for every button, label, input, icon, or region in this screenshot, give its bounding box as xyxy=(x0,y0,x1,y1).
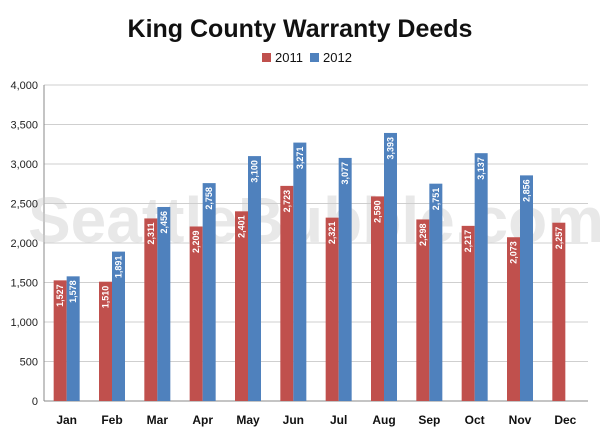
y-axis: 0 500 1,000 1,500 2,000 2,500 3,000 3,500 4,000 xyxy=(10,80,38,408)
bar-2012-nov xyxy=(520,175,533,401)
y-tick-label: 2,000 xyxy=(10,238,38,250)
data-label-2012-apr: 2,758 xyxy=(204,187,214,210)
bar-2011-may xyxy=(235,211,248,401)
data-label-2011-feb: 1,510 xyxy=(101,286,111,309)
data-label-2011-jan: 1,527 xyxy=(55,284,65,307)
data-label-2011-aug: 2,590 xyxy=(373,200,383,223)
x-tick-label: Jan xyxy=(56,413,77,427)
data-label-2012-may: 3,100 xyxy=(250,160,260,183)
x-tick-label: Dec xyxy=(554,413,576,427)
legend: 2011 2012 xyxy=(262,50,352,65)
legend-swatch-2011 xyxy=(262,53,271,62)
bar-2011-aug xyxy=(371,196,384,401)
data-label-2012-oct: 3,137 xyxy=(476,157,486,180)
bar-2011-jun xyxy=(280,185,294,401)
data-label-2012-feb: 1,891 xyxy=(114,256,124,279)
bar-2011-nov xyxy=(507,237,520,401)
x-tick-label: May xyxy=(236,413,260,427)
bar-2011-dec xyxy=(552,222,566,401)
x-tick-label: Feb xyxy=(101,413,122,427)
data-label-2011-nov: 2,073 xyxy=(509,241,519,264)
x-tick-label: Oct xyxy=(465,413,485,427)
x-tick-label: Aug xyxy=(372,413,395,427)
y-tick-label: 3,500 xyxy=(10,120,38,132)
y-tick-label: 4,000 xyxy=(10,80,38,92)
bar-2011-feb xyxy=(99,281,112,401)
y-tick-label: 3,000 xyxy=(10,159,38,171)
data-label-2012-mar: 2,456 xyxy=(159,211,169,234)
data-label-2012-nov: 2,856 xyxy=(522,179,532,202)
bar-2012-aug xyxy=(384,132,397,401)
data-label-2011-oct: 2,217 xyxy=(463,230,473,253)
bar-2011-sep xyxy=(416,219,430,401)
y-tick-label: 0 xyxy=(32,396,38,408)
x-tick-label: Mar xyxy=(147,413,169,427)
bars xyxy=(53,132,566,401)
legend-label-2012: 2012 xyxy=(323,50,352,65)
bar-2012-may xyxy=(248,156,261,401)
data-label-2012-jun: 3,271 xyxy=(295,147,305,170)
bar-2012-mar xyxy=(157,206,171,401)
x-tick-label: Jul xyxy=(330,413,347,427)
legend-swatch-2012 xyxy=(310,53,319,62)
data-label-2012-jan: 1,578 xyxy=(68,280,78,303)
y-tick-label: 1,500 xyxy=(10,278,38,290)
x-tick-label: Apr xyxy=(192,413,213,427)
x-axis: Jan Feb Mar Apr May Jun Jul Aug Sep Oct Nov Dec xyxy=(56,413,576,427)
bar-2012-jun xyxy=(293,142,307,401)
y-tick-label: 2,500 xyxy=(10,199,38,211)
bar-2011-mar xyxy=(144,218,158,401)
bar-2011-jul xyxy=(325,217,339,401)
x-tick-label: Nov xyxy=(509,413,532,427)
bar-2012-feb xyxy=(112,251,125,401)
bar-2011-oct xyxy=(461,225,475,401)
gridlines xyxy=(43,84,588,402)
chart-title: King County Warranty Deeds xyxy=(128,15,473,43)
data-label-2011-jul: 2,321 xyxy=(327,222,337,245)
bar-2012-oct xyxy=(474,153,488,401)
data-label-2011-may: 2,401 xyxy=(237,215,247,238)
legend-label-2011: 2011 xyxy=(275,50,303,65)
bar-2012-apr xyxy=(202,183,216,401)
x-tick-label: Jun xyxy=(283,413,304,427)
bar-2011-jan xyxy=(53,280,67,401)
y-tick-label: 500 xyxy=(20,357,38,369)
data-label-2011-jun: 2,723 xyxy=(282,190,292,213)
data-label-2011-dec: 2,257 xyxy=(554,227,564,250)
bar-2012-sep xyxy=(429,183,443,401)
y-tick-label: 1,000 xyxy=(10,317,38,329)
data-label-2011-apr: 2,209 xyxy=(191,230,201,253)
x-tick-label: Sep xyxy=(418,413,440,427)
data-label-2011-mar: 2,311 xyxy=(146,222,156,244)
watermark: SeattleBubble.com xyxy=(28,184,600,256)
data-label-2011-sep: 2,298 xyxy=(418,223,428,246)
data-label-2012-jul: 3,077 xyxy=(340,162,350,185)
data-label-2012-sep: 2,751 xyxy=(431,188,441,211)
bar-2011-apr xyxy=(189,226,203,401)
data-label-2012-aug: 3,393 xyxy=(386,137,396,160)
bar-2012-jan xyxy=(66,276,80,401)
bar-2012-jul xyxy=(338,157,352,401)
